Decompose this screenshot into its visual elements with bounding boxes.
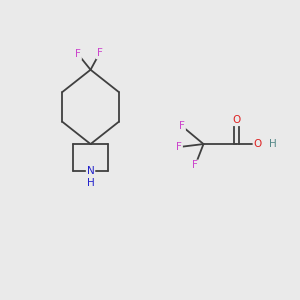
Text: F: F (176, 142, 182, 152)
Text: H: H (87, 178, 94, 188)
Text: F: F (192, 160, 198, 170)
Text: O: O (232, 115, 240, 125)
Text: F: F (75, 49, 81, 59)
Text: N: N (87, 166, 94, 176)
Text: H: H (268, 139, 276, 149)
Text: F: F (97, 48, 102, 59)
Text: F: F (179, 121, 185, 131)
Text: O: O (254, 139, 262, 149)
